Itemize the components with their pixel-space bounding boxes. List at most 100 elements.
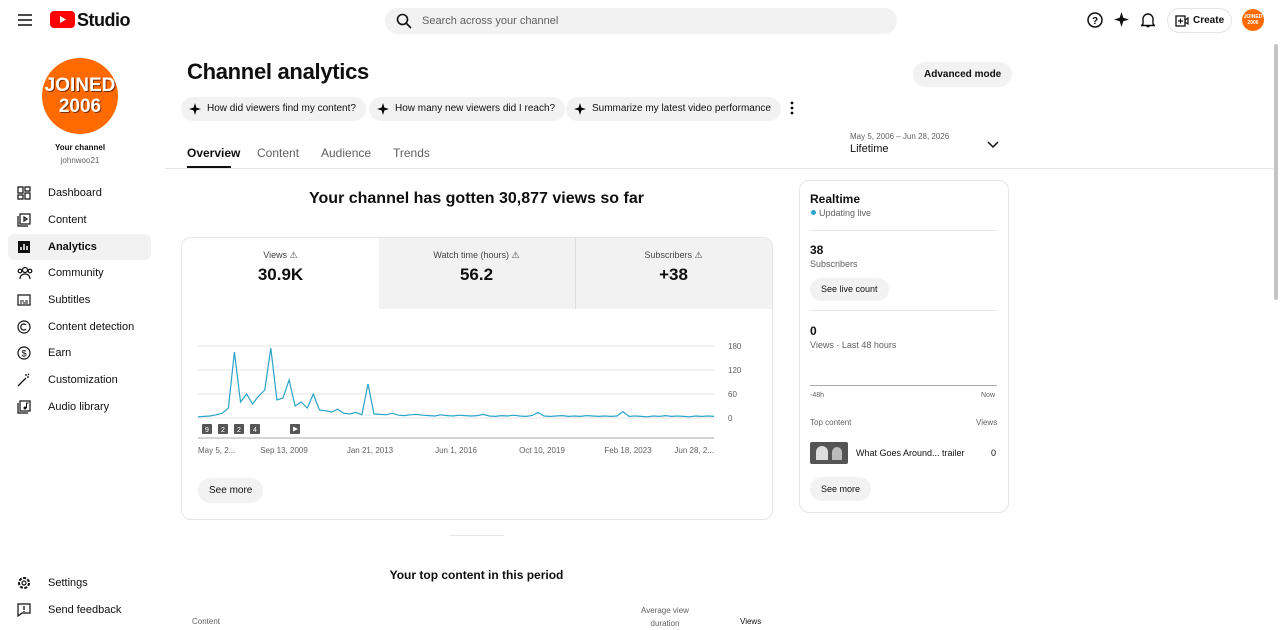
divider (810, 310, 997, 311)
see-live-count-button[interactable]: See live count (810, 278, 889, 301)
metric-label: Watch time (hours) (433, 250, 510, 260)
nav-item[interactable]: $ Earn (8, 340, 151, 366)
column-header: Average view duration (641, 606, 689, 628)
nav-label: Content detection (48, 321, 135, 333)
create-label: Create (1193, 15, 1225, 26)
views-label: Views · Last 48 hours (810, 340, 897, 350)
create-button[interactable]: Create (1167, 8, 1232, 33)
realtime-axis (810, 385, 997, 386)
nav-label: Dashboard (48, 187, 102, 199)
y-tick-label: 120 (728, 366, 742, 375)
logo-text[interactable]: Studio (77, 10, 131, 30)
video-title[interactable]: What Goes Around... trailer (856, 448, 965, 458)
ai-icon (574, 103, 586, 115)
annotation-label: 4 (253, 427, 257, 434)
prompt-chip[interactable]: Summarize my latest video performance (566, 97, 781, 121)
nav-label: Settings (48, 577, 88, 589)
nav-icon (18, 577, 30, 589)
subscribers-label: Subscribers (810, 259, 858, 269)
prompt-chip[interactable]: How many new viewers did I reach? (369, 97, 566, 121)
annotation-badge (250, 424, 260, 434)
x-tick-label: Jun 28, 2... (674, 446, 714, 455)
realtime-title: Realtime (810, 192, 861, 206)
tab-active[interactable]: Overview (187, 146, 241, 160)
logo-icon[interactable] (50, 11, 75, 28)
svg-text:?: ? (1092, 16, 1098, 27)
nav-label: Earn (48, 347, 72, 359)
metric-divider (575, 238, 576, 309)
metric-label: Subscribers (644, 250, 692, 260)
video-thumbnail[interactable] (810, 442, 848, 464)
play-icon (293, 426, 298, 432)
y-tick-label: 180 (728, 342, 742, 351)
dropdown-icon[interactable] (987, 141, 999, 149)
help-icon[interactable]: ? (1087, 12, 1103, 28)
x-tick-label: Jan 21, 2013 (347, 446, 394, 455)
views-line (197, 347, 715, 418)
nav-icon (17, 186, 31, 200)
annotation-badge (234, 424, 244, 434)
realtime-card (799, 180, 1009, 513)
search-box[interactable]: Search across your channel (385, 8, 897, 34)
nav-item[interactable]: Audio library (8, 394, 151, 420)
nav-item[interactable]: Dashboard (8, 180, 151, 206)
advanced-mode-button[interactable]: Advanced mode (913, 62, 1013, 87)
nav-icon (17, 603, 31, 617)
nav-item[interactable]: Subtitles (8, 287, 151, 313)
metric-value: +38 (659, 265, 688, 284)
nav-item[interactable]: Community (8, 260, 151, 286)
overview-card (181, 237, 773, 520)
more-icon[interactable] (789, 101, 795, 115)
nav-icon (17, 294, 31, 306)
date-range: May 5, 2006 – Jun 28, 2026 (850, 132, 950, 141)
views-chart: 0 60 120 180 9 2 2 4 May 5, 2... Sep 13, 2009 Jan … (197, 342, 742, 455)
ai-icon (377, 103, 389, 115)
nav-item[interactable]: Settings (8, 570, 151, 596)
prompt-text: Summarize my latest video performance (592, 103, 771, 114)
views-value: 0 (810, 324, 817, 338)
divider (165, 168, 1273, 169)
nav-item[interactable]: Customization (8, 367, 151, 393)
metric-value: 56.2 (459, 265, 494, 284)
metric-tab[interactable]: Subscribers ⚠ +38 (575, 238, 772, 309)
nav-item[interactable]: Send feedback (8, 597, 151, 623)
account-avatar[interactable]: JOINED 2006 (1242, 9, 1264, 31)
scrollbar[interactable] (1274, 44, 1278, 300)
prompt-chip[interactable]: How did viewers find my content? (181, 97, 366, 121)
x-tick-label: Sep 13, 2009 (260, 446, 308, 455)
nav-icon (17, 400, 31, 414)
period[interactable]: Lifetime (850, 143, 889, 155)
nav-icon (17, 373, 30, 387)
subscribers-value: 38 (810, 243, 824, 257)
live-dot (811, 210, 816, 215)
nav-item-active[interactable]: Analytics (8, 234, 151, 260)
nav-icon (17, 213, 31, 227)
top-content-label: Top content (810, 418, 852, 427)
realtime-status: Updating live (819, 208, 872, 218)
nav-icon: $ (17, 346, 31, 360)
notifications-icon[interactable] (1141, 12, 1155, 28)
tab[interactable]: Audience (321, 146, 372, 160)
nav-label: Customization (48, 374, 118, 386)
tab-underline (187, 166, 231, 168)
channel-avatar[interactable]: JOINED 2006 (42, 58, 118, 134)
see-more-button[interactable]: See more (198, 478, 264, 503)
search-icon (396, 13, 412, 29)
tab[interactable]: Content (257, 146, 300, 160)
see-more-button[interactable]: See more (810, 477, 872, 501)
nav-label: Subtitles (48, 294, 91, 306)
menu-icon[interactable] (18, 14, 32, 26)
metric-value: 30.9K (257, 265, 304, 284)
metric-tab[interactable]: Views ⚠ 30.9K (182, 238, 379, 309)
avatar-line: JOINED (44, 75, 116, 96)
ai-icon[interactable] (1114, 12, 1129, 27)
nav-item[interactable]: Content (8, 207, 151, 233)
nav-item[interactable]: Content detection (8, 314, 151, 340)
section-title: Your top content in this period (389, 568, 564, 582)
tab[interactable]: Trends (393, 146, 430, 160)
nav-icon (17, 320, 31, 334)
nav-label: Analytics (48, 241, 97, 253)
metric-tab[interactable]: Watch time (hours) ⚠ 56.2 (378, 238, 575, 309)
prompt-text: How did viewers find my content? (207, 103, 356, 114)
